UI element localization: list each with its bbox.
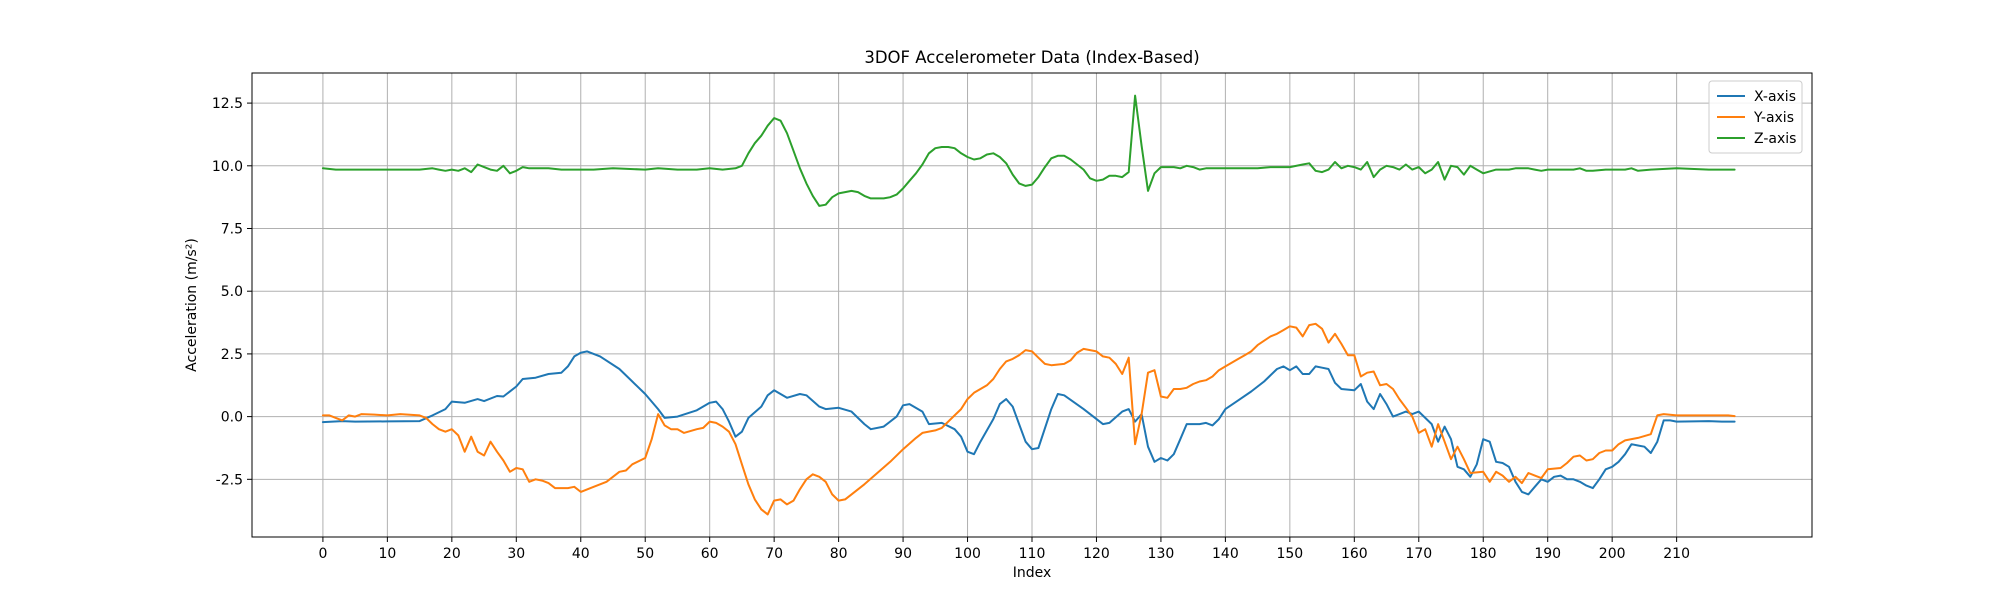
y-tick-label: 10.0 (212, 159, 243, 175)
series-line-z-axis (321, 94, 1736, 207)
legend-label: Y-axis (1753, 110, 1794, 126)
legend-label: Z-axis (1754, 131, 1796, 147)
x-tick-label: 130 (1148, 546, 1175, 562)
data-series (321, 94, 1736, 516)
x-tick-label: 10 (378, 546, 396, 562)
y-tick-label: 5.0 (221, 284, 243, 300)
legend: X-axis Y-axis Z-axis (1708, 80, 1803, 154)
legend-box (1708, 80, 1803, 154)
y-tick-label: -2.5 (216, 472, 243, 488)
x-tick-label: 90 (894, 546, 912, 562)
y-tick-label: 0.0 (221, 410, 243, 426)
x-tick-label: 210 (1663, 546, 1690, 562)
x-tick-label: 20 (443, 546, 461, 562)
legend-label: X-axis (1754, 89, 1796, 105)
x-tick-label: 170 (1405, 546, 1432, 562)
chart-title: 3DOF Accelerometer Data (Index-Based) (864, 48, 1199, 67)
x-tick-label: 80 (830, 546, 848, 562)
x-tick-label: 180 (1470, 546, 1497, 562)
x-tick-label: 120 (1083, 546, 1110, 562)
series-line-y-axis (321, 322, 1736, 516)
series-line-x-axis (321, 350, 1736, 496)
x-tick-label: 70 (765, 546, 783, 562)
x-axis-label: Index (1013, 565, 1052, 581)
x-tick-label: 110 (1019, 546, 1046, 562)
x-tick-label: 160 (1341, 546, 1368, 562)
x-tick-label: 60 (701, 546, 719, 562)
axis-ticks: 0 10 20 30 40 50 60 70 80 90 100 110 120 130 140 150 160… (212, 96, 1690, 562)
x-tick-label: 150 (1276, 546, 1303, 562)
x-tick-label: 200 (1599, 546, 1626, 562)
x-tick-label: 100 (954, 546, 981, 562)
x-tick-label: 190 (1534, 546, 1561, 562)
x-tick-label: 0 (318, 546, 327, 562)
y-tick-label: 2.5 (221, 347, 243, 363)
y-axis-label: Acceleration (m/s²) (184, 238, 200, 372)
y-tick-label: 7.5 (221, 222, 243, 238)
x-tick-label: 40 (572, 546, 590, 562)
y-tick-label: 12.5 (212, 96, 243, 112)
x-tick-label: 50 (636, 546, 654, 562)
x-tick-label: 30 (507, 546, 525, 562)
x-tick-label: 140 (1212, 546, 1239, 562)
